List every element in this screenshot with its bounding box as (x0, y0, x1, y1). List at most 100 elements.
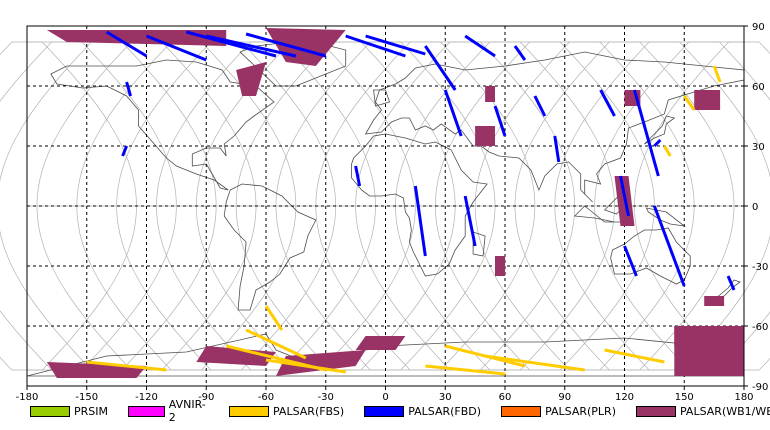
y-tick-label: -60 (752, 322, 768, 333)
palsar-fbd-track (623, 245, 638, 277)
y-tick-label: 90 (752, 22, 765, 33)
y-tick-label: 60 (752, 82, 765, 93)
legend-swatch-prsim (30, 405, 70, 417)
palsar-fbd-track (653, 138, 662, 148)
palsar-fbd-track (443, 89, 463, 137)
legend-swatch-palsar-fbd (364, 405, 405, 417)
x-tick-label: 90 (558, 392, 571, 403)
y-axis-ticks: 90 60 30 0 -30 -60 -90 (744, 22, 768, 393)
palsar-fbs-track (245, 328, 307, 360)
palsar-fbd-track (464, 34, 496, 58)
palsar-wb-strip (475, 126, 495, 146)
palsar-fbs-track (712, 65, 722, 83)
legend-swatch-palsar-plr (501, 405, 542, 417)
palsar-fbs-track (484, 354, 585, 372)
palsar-fbd-track (354, 165, 362, 187)
palsar-fbs-track (425, 364, 506, 376)
x-tick-label: 150 (675, 392, 694, 403)
legend-item-palsar-plr: PALSAR(PLR) (501, 405, 616, 418)
palsar-fbd-track (365, 34, 426, 56)
palsar-fbd-track (633, 89, 660, 177)
orbit-track (0, 41, 137, 371)
palsar-fbd-track (726, 275, 736, 291)
palsar-fbd-tracks (105, 30, 736, 291)
palsar-fbd-track (345, 34, 406, 58)
palsar-fbd-track (533, 95, 547, 117)
palsar-fbd-track (513, 45, 527, 61)
y-tick-label: 30 (752, 142, 765, 153)
palsar-wb-strip (355, 336, 406, 350)
legend-label: PALSAR(PLR) (545, 404, 616, 418)
coastline (573, 205, 625, 223)
legend-swatch-palsar-fbs (229, 405, 269, 417)
legend-item-palsar-fbd: PALSAR(FBD) (364, 405, 481, 418)
palsar-fbd-track (599, 89, 616, 117)
x-tick-label: 60 (499, 392, 512, 403)
legend-label: PALSAR(FBS) (273, 404, 345, 418)
palsar-fbs-track (265, 358, 346, 374)
palsar-fbd-track (145, 34, 207, 62)
y-tick-label: -30 (752, 262, 768, 273)
x-tick-label: -90 (198, 392, 214, 403)
coastline (610, 227, 691, 285)
x-tick-label: -60 (258, 392, 274, 403)
palsar-fbd-track (493, 105, 507, 137)
palsar-wb-strip (674, 326, 715, 346)
palsar-fbd-track (185, 30, 277, 58)
palsar-fbd-track (121, 145, 128, 157)
coastline (644, 115, 676, 145)
palsar-fbs-track (264, 305, 284, 331)
palsar-fbd-track (125, 81, 133, 97)
coastline (472, 231, 486, 257)
palsar-wb-strip (196, 346, 276, 366)
palsar-wb-strip (485, 86, 495, 102)
coastline (373, 89, 391, 107)
y-tick-label: 0 (752, 202, 758, 213)
palsar-wb-strip (276, 350, 366, 376)
x-tick-label: -30 (318, 392, 334, 403)
y-tick-label: -90 (752, 382, 768, 393)
coastline (50, 59, 275, 191)
legend-item-palsar-wb: PALSAR(WB1/WB2) (636, 405, 770, 418)
palsar-fbs-tracks (86, 65, 722, 376)
coastline (364, 51, 745, 203)
palsar-wb-strip (694, 90, 721, 110)
palsar-fbd-track (245, 32, 327, 58)
x-tick-label: 30 (439, 392, 452, 403)
x-tick-label: 180 (734, 392, 753, 403)
palsar-wb-strip (46, 30, 227, 46)
palsar-fbd-track (413, 185, 427, 257)
palsar-fbs-track (663, 145, 672, 157)
palsar-fbs-track (604, 348, 665, 364)
palsar-fbd-track (652, 205, 686, 287)
palsar-fbd-track (619, 175, 630, 217)
palsar-fbs-track (683, 95, 696, 111)
x-axis-ticks: -180 -150 -120 -90 -60 -30 0 30 60 90 120 150 180 (16, 386, 754, 403)
legend-item-prsim: PRSIM (30, 405, 108, 418)
x-tick-label: -120 (135, 392, 158, 403)
palsar-wb-strip (236, 62, 266, 96)
x-tick-label: -180 (16, 392, 39, 403)
palsar-fbs-track (86, 360, 167, 372)
legend: PRSIM AVNIR-2 PALSAR(FBS) PALSAR(FBD) PA… (30, 398, 770, 424)
palsar-fbd-track (105, 30, 148, 58)
x-tick-label: -150 (75, 392, 98, 403)
palsar-wb-strip (704, 296, 725, 306)
legend-item-avnir2: AVNIR-2 (128, 398, 209, 424)
legend-label: PALSAR(WB1/WB2) (680, 404, 770, 418)
palsar-fbd-track (553, 135, 561, 163)
coastline (223, 183, 317, 311)
coastline (351, 133, 488, 277)
legend-swatch-palsar-wb (636, 405, 676, 417)
coastline (645, 207, 686, 227)
palsar-fbd-track (463, 195, 477, 247)
legend-label: PRSIM (74, 404, 108, 418)
palsar-wb-strip (266, 28, 346, 66)
palsar-wb-strip (495, 256, 505, 276)
palsar-fbd-track (205, 34, 297, 58)
x-tick-label: 120 (615, 392, 634, 403)
legend-label: AVNIR-2 (168, 398, 206, 424)
legend-swatch-avnir2 (128, 405, 165, 417)
legend-label: PALSAR(FBD) (408, 404, 482, 418)
